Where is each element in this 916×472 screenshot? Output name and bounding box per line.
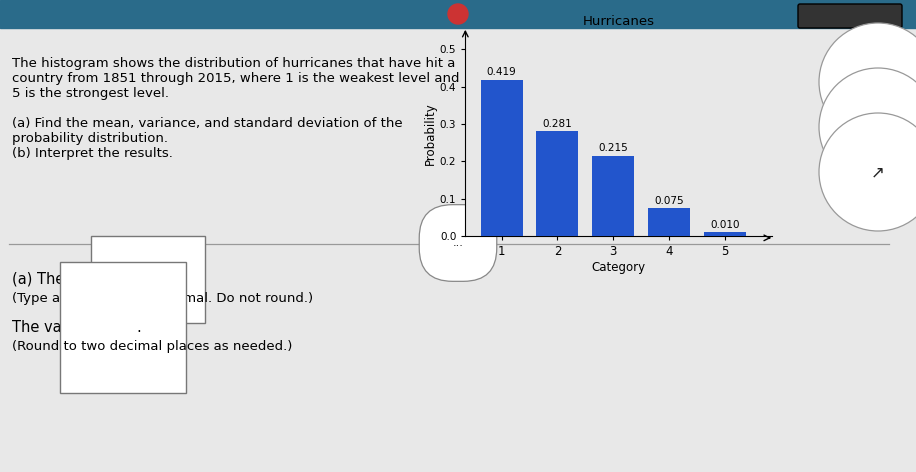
Text: country from 1851 through 2015, where 1 is the weakest level and: country from 1851 through 2015, where 1 … — [12, 72, 460, 85]
Text: (Type an integer or a decimal. Do not round.): (Type an integer or a decimal. Do not ro… — [12, 292, 313, 305]
Bar — [593, 156, 634, 236]
Text: The histogram shows the distribution of hurricanes that have hit a: The histogram shows the distribution of … — [12, 57, 455, 70]
Text: .: . — [136, 320, 141, 335]
Text: 5 is the strongest level.: 5 is the strongest level. — [12, 87, 169, 100]
Text: ↗: ↗ — [871, 163, 885, 181]
Y-axis label: Probability: Probability — [424, 102, 437, 165]
Text: (b) Interpret the results.: (b) Interpret the results. — [12, 147, 173, 160]
Text: .: . — [168, 272, 173, 287]
Text: probability distribution.: probability distribution. — [12, 132, 168, 145]
Text: ⊕: ⊕ — [871, 73, 885, 91]
Text: ⊖: ⊖ — [871, 118, 885, 136]
Text: 0.419: 0.419 — [486, 67, 517, 77]
Title: Hurricanes: Hurricanes — [583, 15, 655, 28]
Bar — [537, 131, 578, 236]
Text: 0.010: 0.010 — [710, 220, 739, 230]
Text: 1.976: 1.976 — [127, 272, 169, 287]
Bar — [481, 80, 522, 236]
Text: (a) Find the mean, variance, and standard deviation of the: (a) Find the mean, variance, and standar… — [12, 117, 403, 130]
Text: 0.281: 0.281 — [542, 119, 572, 129]
Text: 0.215: 0.215 — [598, 143, 628, 153]
Circle shape — [448, 4, 468, 24]
X-axis label: Category: Category — [592, 261, 646, 274]
Bar — [0, 0, 916, 28]
Bar — [703, 232, 746, 236]
Text: The variance is: The variance is — [12, 320, 124, 335]
FancyBboxPatch shape — [798, 4, 902, 28]
Text: (a) The mean is: (a) The mean is — [12, 272, 132, 287]
Text: ...: ... — [453, 238, 463, 248]
Text: (Round to two decimal places as needed.): (Round to two decimal places as needed.) — [12, 340, 292, 353]
Text: 0.075: 0.075 — [654, 196, 683, 206]
Bar — [648, 208, 690, 236]
